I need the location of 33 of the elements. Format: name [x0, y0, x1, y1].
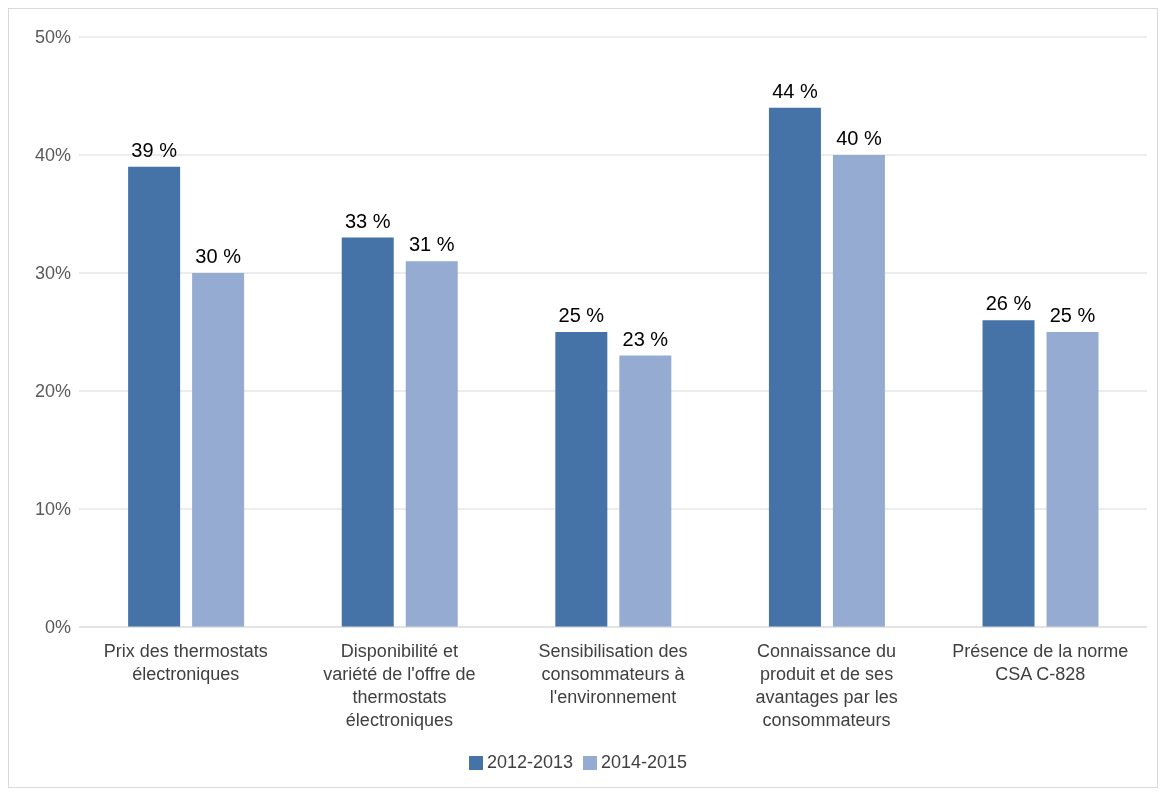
- bar: [832, 155, 885, 627]
- x-tick-label: Présence de la norme CSA C-828: [952, 641, 1129, 684]
- data-label: 30 %: [195, 245, 242, 267]
- x-tick-label: Sensibilisation des consommateurs à l'environnement: [538, 641, 688, 707]
- data-label: 25 %: [1049, 304, 1096, 326]
- legend-label: 2012-2013: [486, 752, 573, 772]
- bar: [341, 237, 394, 627]
- x-tick-label: Prix des thermostats électroniques: [103, 641, 268, 684]
- x-tick-label: Connaissance du produit et de ses avantages par les consommateurs: [755, 641, 898, 730]
- bar: [555, 332, 608, 627]
- data-label: 31 %: [408, 233, 455, 256]
- y-tick-label: 20%: [34, 381, 71, 402]
- data-label: 25 %: [558, 304, 605, 326]
- y-tick-label: 10%: [34, 499, 71, 520]
- data-label: 39 %: [131, 138, 178, 161]
- y-tick-label: 50%: [34, 27, 71, 48]
- bar: [128, 166, 181, 627]
- bar: [982, 320, 1035, 627]
- data-label: 33 %: [344, 209, 391, 232]
- bar: [768, 107, 821, 627]
- data-label: 40 %: [836, 127, 882, 149]
- x-tick-label: Disponibilité et variété de l'offre de thermostats électroniques: [323, 641, 476, 730]
- y-tick-label: 0%: [44, 617, 71, 638]
- data-label: 26 %: [985, 292, 1032, 315]
- data-label: 23 %: [622, 327, 669, 350]
- bar: [192, 273, 245, 627]
- bar: [405, 261, 458, 627]
- data-label: 44 %: [772, 79, 818, 102]
- y-tick-label: 30%: [34, 263, 71, 284]
- legend-label: 2014-2015: [601, 752, 688, 772]
- bar: [1046, 332, 1099, 627]
- y-tick-label: 40%: [34, 145, 71, 166]
- bar: [619, 355, 672, 627]
